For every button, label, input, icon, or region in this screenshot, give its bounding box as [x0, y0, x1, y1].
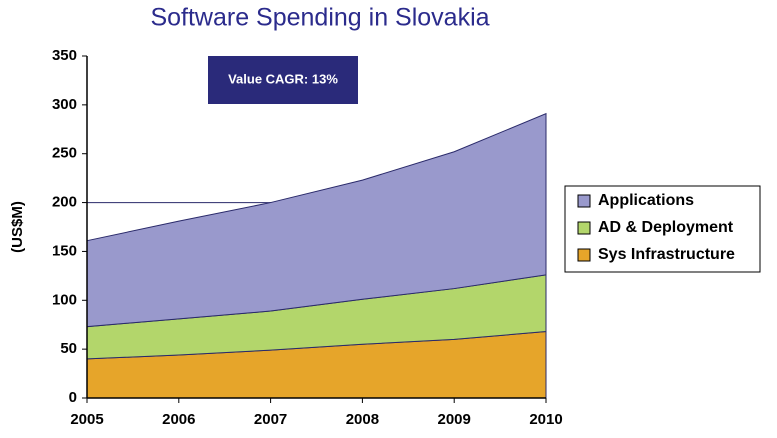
- x-tick-label: 2006: [162, 411, 195, 428]
- legend-label: AD & Deployment: [598, 219, 734, 236]
- annotation-box: [208, 56, 358, 104]
- legend-swatch: [577, 248, 591, 262]
- x-tick-label: 2005: [70, 411, 103, 428]
- plot: [86, 112, 547, 399]
- chart-title: Software Spending in Slovakia: [150, 4, 489, 32]
- y-tick-label: 350: [52, 47, 77, 64]
- y-tick-label: 250: [52, 145, 77, 162]
- y-tick-label: 50: [60, 340, 77, 357]
- y-tick-label: 0: [69, 389, 77, 406]
- y-tick-label: 100: [52, 291, 77, 308]
- annotation: Value CAGR: 13%: [228, 71, 338, 86]
- legend-swatch: [577, 194, 591, 208]
- x-tick-label: 2009: [438, 411, 471, 428]
- y-tick-label: 300: [52, 96, 77, 113]
- y-axis-label: (US$M): [9, 201, 26, 253]
- area: [86, 112, 547, 328]
- y-tick-label: 200: [52, 194, 77, 211]
- y-tick-label: 150: [52, 242, 77, 259]
- legend-swatch: [577, 221, 591, 235]
- x-tick-label: 2007: [254, 411, 287, 428]
- legend-label: Applications: [598, 192, 694, 209]
- x-tick-label: 2008: [346, 411, 379, 428]
- x-tick-label: 2010: [529, 411, 562, 428]
- legend-box: [564, 185, 761, 273]
- legend-label: Sys Infrastructure: [598, 246, 735, 263]
